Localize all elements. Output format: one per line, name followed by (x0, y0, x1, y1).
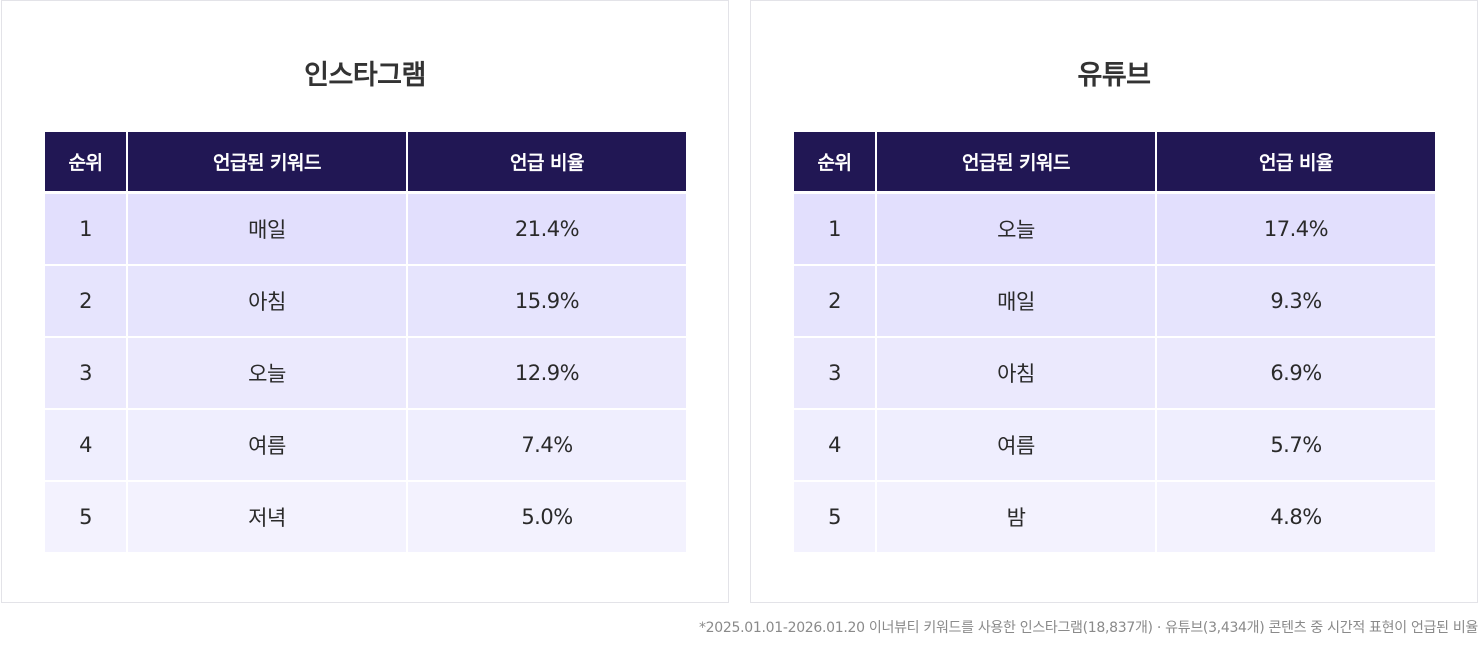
rank-cell: 2 (45, 265, 128, 338)
keyword-cell: 오늘 (876, 192, 1157, 266)
table-row: 5 밤 4.8% (794, 481, 1435, 552)
rank-cell: 2 (794, 265, 877, 338)
ratio-cell: 9.3% (1156, 265, 1435, 338)
rank-cell: 4 (45, 409, 128, 482)
table-row: 5 저녁 5.0% (45, 481, 686, 552)
keyword-cell: 오늘 (127, 337, 408, 410)
youtube-keyword-table: 순위 언급된 키워드 언급 비율 1 오늘 17.4% 2 매일 9.3% 3 … (794, 132, 1435, 552)
keyword-cell: 밤 (876, 481, 1157, 552)
instagram-keyword-table: 순위 언급된 키워드 언급 비율 1 매일 21.4% 2 아침 15.9% 3… (45, 132, 686, 552)
table-row: 1 매일 21.4% (45, 192, 686, 266)
keyword-cell: 여름 (127, 409, 408, 482)
table-row: 3 오늘 12.9% (45, 337, 686, 410)
instagram-panel: 인스타그램 순위 언급된 키워드 언급 비율 1 매일 21.4% 2 아침 1… (1, 0, 729, 603)
keyword-cell: 저녁 (127, 481, 408, 552)
table-row: 1 오늘 17.4% (794, 192, 1435, 266)
keyword-cell: 아침 (127, 265, 408, 338)
instagram-title: 인스타그램 (304, 60, 426, 91)
ratio-cell: 5.7% (1156, 409, 1435, 482)
rank-cell: 3 (794, 337, 877, 410)
keyword-column-header: 언급된 키워드 (127, 132, 408, 194)
keyword-cell: 아침 (876, 337, 1157, 410)
ratio-cell: 21.4% (407, 192, 686, 266)
table-row: 4 여름 5.7% (794, 409, 1435, 482)
ratio-cell: 4.8% (1156, 481, 1435, 552)
table-row: 4 여름 7.4% (45, 409, 686, 482)
keyword-column-header: 언급된 키워드 (876, 132, 1157, 194)
table-row: 2 아침 15.9% (45, 265, 686, 338)
ratio-cell: 5.0% (407, 481, 686, 552)
keyword-cell: 매일 (127, 192, 408, 266)
rank-cell: 4 (794, 409, 877, 482)
youtube-panel: 유튜브 순위 언급된 키워드 언급 비율 1 오늘 17.4% 2 매일 9.3… (750, 0, 1478, 603)
table-header-row: 순위 언급된 키워드 언급 비율 (794, 132, 1435, 194)
ratio-cell: 12.9% (407, 337, 686, 410)
rank-column-header: 순위 (794, 132, 877, 194)
rank-cell: 5 (45, 481, 128, 552)
rank-cell: 5 (794, 481, 877, 552)
rank-cell: 1 (794, 192, 877, 266)
ratio-cell: 7.4% (407, 409, 686, 482)
ratio-column-header: 언급 비율 (407, 132, 686, 194)
rank-cell: 1 (45, 192, 128, 266)
ratio-cell: 15.9% (407, 265, 686, 338)
rank-column-header: 순위 (45, 132, 128, 194)
ratio-cell: 17.4% (1156, 192, 1435, 266)
ratio-column-header: 언급 비율 (1156, 132, 1435, 194)
ratio-cell: 6.9% (1156, 337, 1435, 410)
keyword-cell: 여름 (876, 409, 1157, 482)
footnote-source-note: *2025.01.01-2026.01.20 이너뷰티 키워드를 사용한 인스타… (698, 620, 1478, 636)
youtube-title: 유튜브 (1077, 60, 1151, 91)
table-header-row: 순위 언급된 키워드 언급 비율 (45, 132, 686, 194)
table-row: 2 매일 9.3% (794, 265, 1435, 338)
rank-cell: 3 (45, 337, 128, 410)
table-row: 3 아침 6.9% (794, 337, 1435, 410)
keyword-cell: 매일 (876, 265, 1157, 338)
